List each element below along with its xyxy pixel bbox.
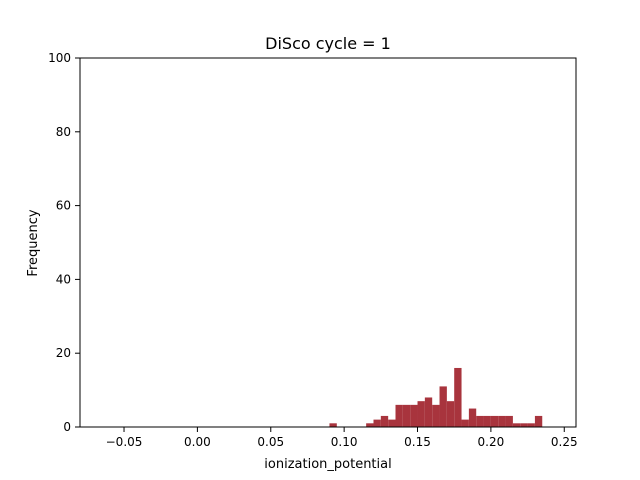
histogram-bar [402,404,411,427]
histogram-bar [483,415,491,427]
histogram-bar [417,401,425,427]
histogram-bar [520,423,528,427]
x-tick-label: 0.00 [184,435,211,449]
histogram-bar [527,423,535,427]
chart-title: DiSco cycle = 1 [265,34,391,53]
histogram-bar [461,419,469,427]
y-tick-label: 20 [56,346,71,360]
x-axis-ticks: −0.05 0.00 0.05 0.10 0.15 0.20 0.25 [106,427,578,449]
histogram-bar [454,367,462,427]
y-tick-label: 80 [56,125,71,139]
x-axis-label: ionization_potential [264,457,391,472]
y-axis-ticks: 0 20 40 60 80 100 [48,51,80,434]
x-tick-label: 0.20 [478,435,505,449]
histogram-bar [468,408,477,427]
y-tick-label: 40 [56,272,71,286]
x-tick-label: 0.15 [404,435,431,449]
x-tick-label: 0.10 [331,435,358,449]
plot-frame [79,57,577,428]
histogram-bar [476,415,484,427]
histogram-bar [395,404,403,427]
y-tick-label: 0 [63,420,71,434]
histogram-bar [380,415,389,427]
histogram-bar [505,415,513,427]
x-tick-label: 0.05 [257,435,284,449]
histogram-bar [410,404,418,427]
histogram-bar [534,415,543,427]
bars-group [329,367,543,427]
y-axis-label: Frequency [26,209,41,276]
histogram-bar [446,401,455,427]
y-tick-label: 100 [48,51,71,65]
x-tick-label: −0.05 [106,435,143,449]
histogram-bar [373,419,381,427]
histogram-bar [388,419,396,427]
histogram-bar [432,404,440,427]
histogram-bar [498,415,506,427]
histogram-bar [439,386,447,427]
histogram-bar [329,423,337,427]
x-tick-label: 0.25 [551,435,578,449]
histogram-bar [424,397,433,427]
histogram-bar [512,423,521,427]
histogram-bar [366,423,374,427]
histogram-bar [490,415,499,427]
y-tick-label: 60 [56,199,71,213]
